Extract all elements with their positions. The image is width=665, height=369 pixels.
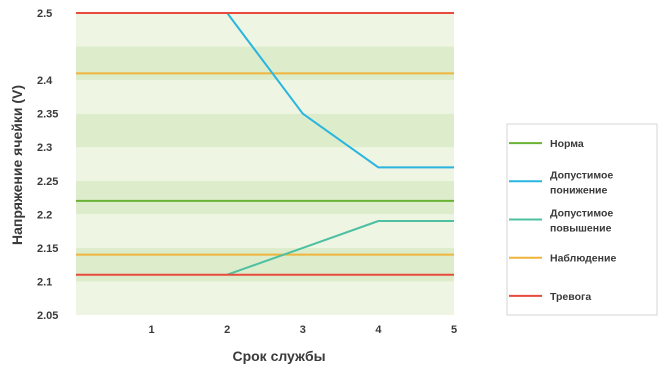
tick-labels: 1 2 3 4 5 2.05 2.1 2.15 2.2 2.25 2.3 2.35 2.4 2.5 [37,8,457,336]
y-tick-label: 2.05 [37,310,58,322]
series-lines [76,12,454,276]
legend-label: понижение [550,184,607,196]
legend-label: повышение [550,223,612,235]
background-band [76,13,454,47]
legend-label: Допустимое [550,169,613,181]
background-band [76,281,454,315]
x-tick-label: 3 [300,324,306,336]
y-tick-label: 2.1 [37,276,52,288]
y-tick-label: 2.4 [37,75,53,87]
y-tick-label: 2.3 [37,142,52,154]
background-band [76,147,454,181]
legend: Норма Допустимое понижение Допустимое повыше… [506,123,658,316]
background-bands [76,13,454,315]
series-line [226,12,454,169]
y-tick-label: 2.35 [37,109,58,121]
background-band [76,214,454,248]
background-band [76,247,454,282]
background-band [76,113,454,148]
legend-label: Тревога [550,291,591,303]
background-band [76,80,454,114]
y-tick-label: 2.25 [37,176,58,188]
x-tick-label: 4 [375,324,382,336]
legend-label: Наблюдение [550,253,616,265]
y-axis-title: Напряжение ячейки (V) [9,85,25,245]
x-axis-title: Срок службы [232,348,325,364]
legend-label: Допустимое [550,208,613,220]
y-tick-label: 2.5 [37,8,52,20]
background-band [76,180,454,215]
series-line [226,220,454,276]
legend-label: Норма [550,138,584,150]
x-tick-label: 5 [451,324,457,336]
y-tick-label: 2.15 [37,243,58,255]
x-tick-label: 1 [149,324,155,336]
x-tick-label: 2 [224,324,230,336]
y-tick-label: 2.2 [37,209,52,221]
